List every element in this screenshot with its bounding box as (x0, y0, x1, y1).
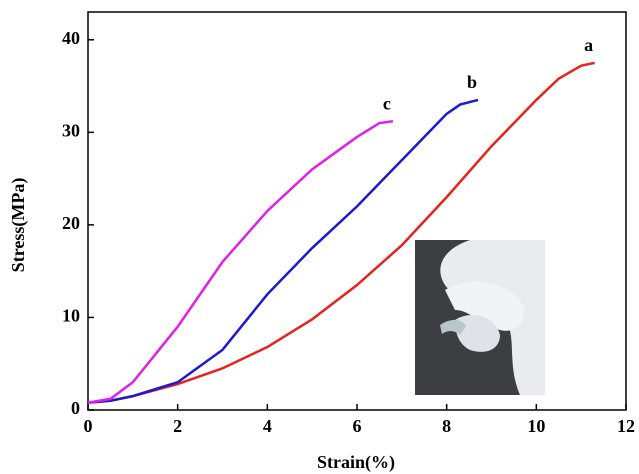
y-tick-label: 20 (62, 213, 80, 233)
x-tick-label: 12 (617, 416, 635, 436)
plot-frame (87, 11, 627, 411)
x-axis-label: Strain(%) (317, 452, 395, 473)
series-label: a (584, 35, 593, 55)
y-tick-label: 40 (62, 28, 80, 48)
line-series (87, 119, 394, 404)
x-tick-label: 4 (263, 416, 272, 436)
y-tick-label: 0 (71, 398, 80, 418)
y-axis-label: Stress(MPa) (8, 178, 29, 273)
x-tick-label: 2 (173, 416, 182, 436)
series-label: b (467, 72, 477, 92)
series-label: c (383, 93, 391, 113)
y-tick-label: 30 (62, 120, 80, 140)
x-tick-label: 6 (353, 416, 362, 436)
line-series (87, 98, 479, 404)
x-tick-label: 0 (84, 416, 93, 436)
y-tick-label: 10 (62, 306, 80, 326)
inset-photo (415, 240, 545, 395)
x-tick-label: 10 (527, 416, 545, 436)
x-tick-label: 8 (442, 416, 451, 436)
